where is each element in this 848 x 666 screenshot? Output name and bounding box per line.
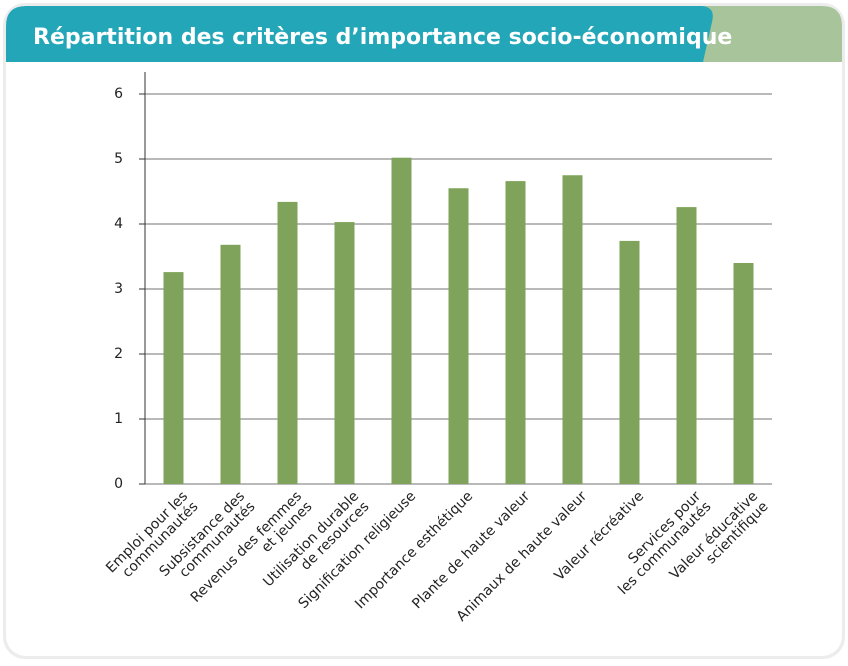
bar bbox=[220, 244, 241, 484]
y-tick-label: 4 bbox=[114, 216, 123, 232]
bar bbox=[676, 207, 697, 484]
y-tick-label: 5 bbox=[114, 151, 123, 167]
bar bbox=[163, 272, 184, 484]
bar bbox=[733, 263, 754, 484]
header bbox=[6, 6, 713, 62]
bar bbox=[334, 222, 355, 485]
y-tick-label: 2 bbox=[114, 346, 123, 362]
bar bbox=[619, 240, 640, 484]
y-tick-label: 0 bbox=[114, 476, 123, 492]
bar bbox=[391, 157, 412, 484]
bar bbox=[505, 181, 526, 484]
bar bbox=[448, 188, 469, 484]
bar bbox=[277, 201, 298, 484]
y-tick-label: 6 bbox=[114, 86, 123, 102]
header-tab bbox=[690, 6, 842, 62]
chart-title: Répartition des critères d’importance so… bbox=[33, 25, 732, 50]
bar bbox=[562, 175, 583, 484]
y-tick-label: 3 bbox=[114, 281, 123, 297]
panel-inner bbox=[6, 6, 842, 656]
y-tick-label: 1 bbox=[114, 411, 123, 427]
